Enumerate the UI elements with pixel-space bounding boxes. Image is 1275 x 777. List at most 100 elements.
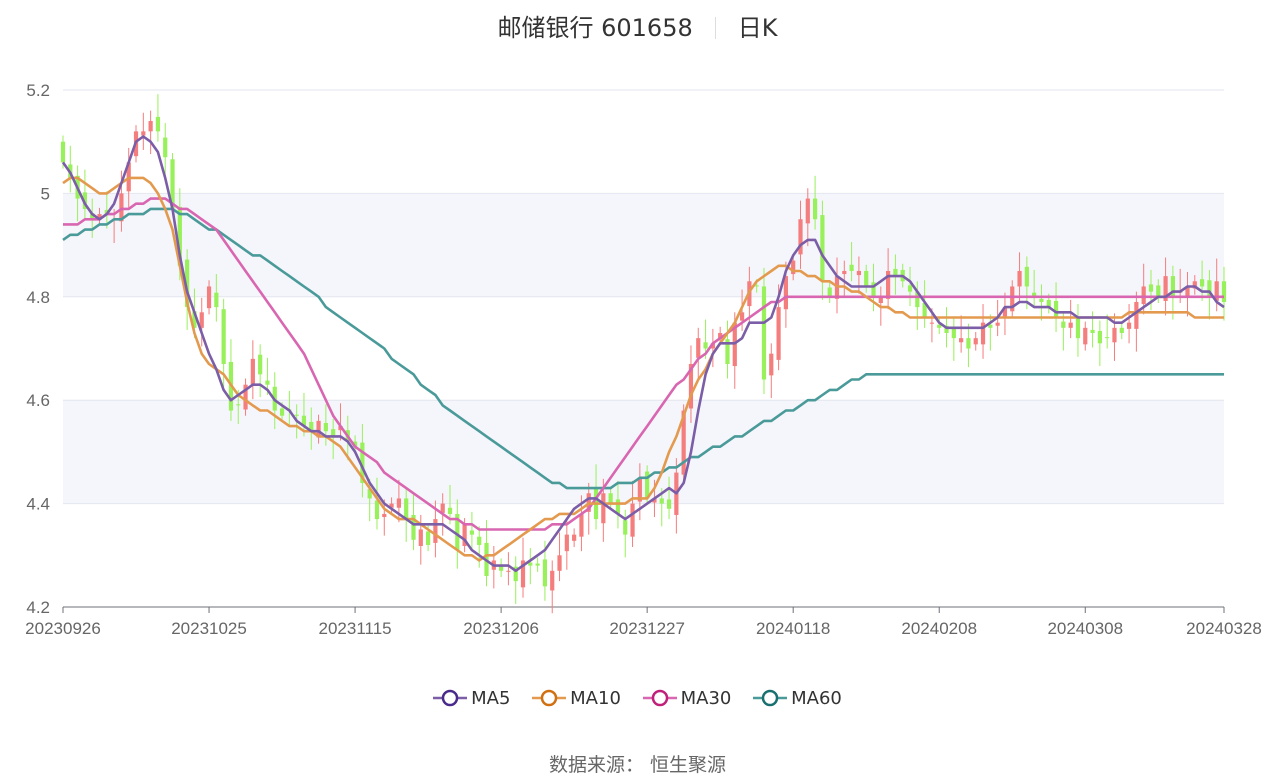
y-tick-label: 4.4 — [26, 495, 50, 514]
candle-body — [469, 530, 475, 535]
candle-body — [915, 291, 920, 308]
candle-body — [1112, 327, 1117, 343]
title-separator — [714, 17, 716, 39]
candle-body — [542, 559, 548, 587]
candle-body — [177, 206, 182, 266]
candle-body — [718, 332, 723, 340]
candle-body — [754, 285, 759, 287]
candle-body — [1061, 321, 1066, 328]
candle-body — [1119, 327, 1124, 333]
candle-body — [1090, 329, 1095, 333]
candle-body — [250, 358, 255, 385]
candle-body — [170, 159, 175, 209]
candle-body — [1163, 276, 1168, 301]
candle-body — [645, 471, 650, 499]
candle-body — [506, 570, 511, 572]
candle-body — [572, 534, 577, 541]
legend-label-ma5: MA5 — [471, 688, 511, 709]
candle-body — [440, 503, 445, 513]
candle-body — [82, 192, 88, 209]
candle-body — [1068, 322, 1073, 328]
candle-body — [659, 498, 664, 504]
candle-body — [1075, 318, 1081, 339]
candle-body — [769, 353, 774, 376]
legend-item-ma30[interactable]: MA30 — [642, 688, 731, 709]
ma10-line — [62, 176, 1224, 562]
candle-body — [1105, 337, 1110, 339]
candle-body — [1017, 270, 1022, 287]
candle-body — [90, 213, 95, 220]
candle-body — [1199, 279, 1205, 287]
ma10-legend-icon — [532, 689, 567, 707]
x-tick-label: 20231227 — [609, 619, 685, 638]
candle-body — [418, 529, 423, 546]
candle-body — [988, 324, 993, 328]
candle-body — [367, 489, 372, 499]
candle-body — [513, 566, 518, 582]
candle-body — [1148, 284, 1154, 292]
candle-body — [360, 442, 365, 483]
candle-body — [1032, 292, 1037, 297]
candle-body — [608, 493, 613, 504]
x-tick-label: 20240328 — [1186, 619, 1262, 638]
candle-body — [1002, 307, 1008, 317]
x-tick-label: 20231115 — [319, 619, 392, 638]
candle-body — [725, 339, 730, 365]
y-tick-label: 5 — [41, 184, 50, 203]
candlestick-chart: 4.2 4.4 4.6 4.8 5 5.2 20230926 20231025 20231115… — [25, 81, 1262, 638]
candle-body — [119, 193, 124, 222]
ma5-legend-icon — [433, 689, 468, 707]
chart-legend: MA5 MA10 MA30 MA60 — [0, 688, 1275, 709]
candle-body — [688, 364, 694, 409]
candle-body — [1053, 300, 1059, 318]
candle-body — [499, 564, 504, 571]
candle-body — [155, 116, 161, 132]
candle-body — [528, 562, 533, 566]
candle-body — [477, 536, 482, 545]
candle-body — [199, 312, 204, 328]
candle-body — [1097, 330, 1102, 344]
candle-body — [601, 493, 606, 524]
candle-body — [433, 519, 438, 543]
candle-body — [922, 303, 927, 318]
candle-body — [820, 215, 825, 282]
candle-body — [411, 514, 416, 540]
legend-item-ma10[interactable]: MA10 — [532, 688, 621, 709]
grid-band — [63, 193, 1224, 297]
candle-body — [425, 531, 431, 545]
candle-body — [856, 270, 862, 276]
candle-body — [447, 507, 453, 514]
candle-body — [1083, 327, 1088, 345]
ma60-legend-icon — [753, 689, 788, 707]
candle-body — [637, 477, 642, 502]
candle-body — [959, 338, 964, 343]
legend-label-ma60: MA60 — [791, 688, 842, 709]
candle-body — [907, 285, 913, 292]
candle-body — [243, 384, 248, 410]
candle-body — [681, 410, 686, 475]
candle-body — [374, 500, 380, 520]
candle-body — [221, 309, 226, 365]
candle-body — [520, 560, 526, 588]
candle-body — [455, 513, 460, 551]
candle-body — [630, 503, 635, 537]
candle-body — [60, 141, 66, 163]
candle-body — [1126, 322, 1132, 329]
candle-body — [396, 498, 401, 508]
y-tick-label: 5.2 — [26, 81, 50, 100]
candle-body — [1156, 285, 1161, 297]
candle-body — [893, 268, 898, 277]
x-tick-label: 20230926 — [25, 619, 101, 638]
candle-body — [798, 219, 803, 255]
candle-body — [623, 520, 628, 535]
candle-body — [579, 513, 584, 537]
legend-item-ma5[interactable]: MA5 — [433, 688, 510, 709]
candle-body — [812, 198, 818, 220]
candle-body — [206, 286, 212, 309]
candle-body — [783, 276, 788, 310]
legend-item-ma60[interactable]: MA60 — [753, 688, 842, 709]
candle-body — [696, 338, 701, 358]
candle-body — [1221, 281, 1227, 302]
candle-body — [1192, 281, 1197, 289]
candle-body — [791, 260, 796, 275]
